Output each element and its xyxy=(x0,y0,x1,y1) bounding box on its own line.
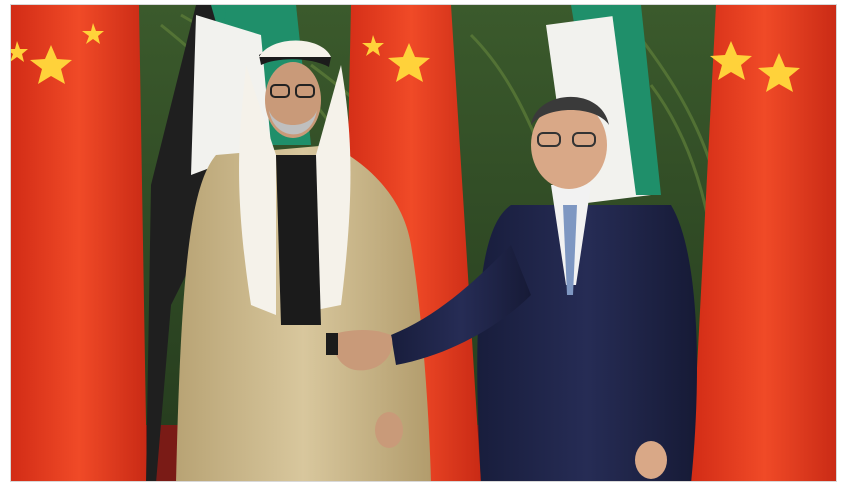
photo-frame xyxy=(10,4,837,482)
chinese-flag-left xyxy=(11,5,147,481)
chinese-flag-right xyxy=(691,5,836,481)
handshake-photo xyxy=(11,5,836,481)
handshake xyxy=(326,330,393,371)
man-left xyxy=(176,40,431,481)
man-right xyxy=(391,96,697,481)
